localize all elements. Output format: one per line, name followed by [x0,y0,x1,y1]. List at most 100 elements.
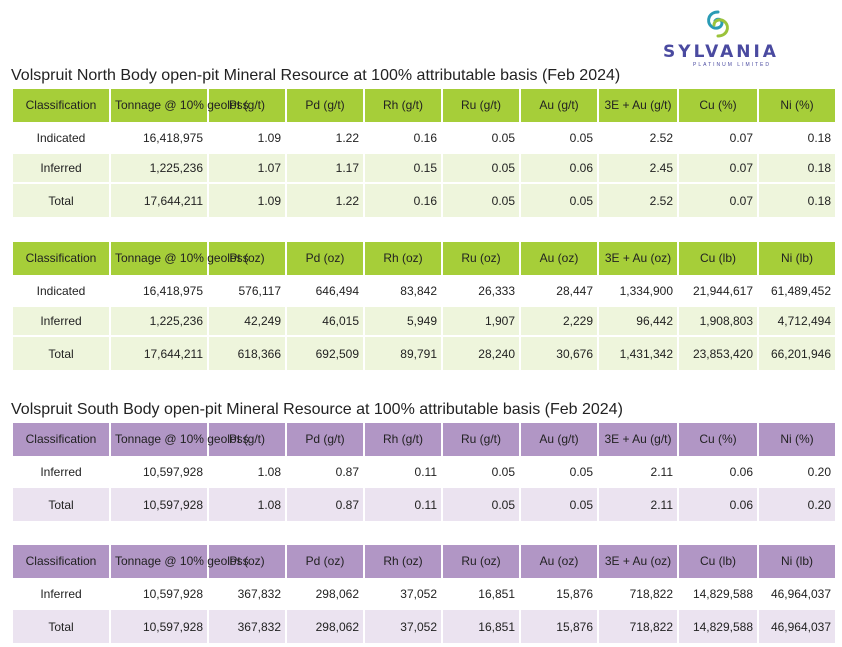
swirl-icon [707,10,729,38]
table-cell: 576,117 [209,277,285,305]
table-cell: 0.05 [443,154,519,182]
table-cell: 0.20 [759,458,835,486]
table-cell: 1,225,236 [111,154,207,182]
table-header: Classification Tonnage @ 10% geoloss Pt … [13,242,835,275]
table-cell: 718,822 [599,580,677,608]
north-section-title: Volspruit North Body open-pit Mineral Re… [11,67,621,84]
table-cell: 10,597,928 [111,610,207,643]
table-cell: 692,509 [287,337,363,370]
header-cell: Au (oz) [521,242,597,275]
table-cell: 0.05 [521,184,597,217]
table-cell: 37,052 [365,580,441,608]
table-cell: Inferred [13,307,109,335]
table-cell: 0.05 [443,458,519,486]
table-cell: 1.07 [209,154,285,182]
table-cell: 0.18 [759,124,835,152]
header-cell: Pd (oz) [287,242,363,275]
table-row: Inferred 10,597,928 367,832 298,062 37,0… [13,580,835,608]
north-content-table: Classification Tonnage @ 10% geoloss Pt … [11,240,837,372]
total-row: Total 17,644,211 1.09 1.22 0.16 0.05 0.0… [13,184,835,217]
table-cell: 28,240 [443,337,519,370]
table-row: Indicated 16,418,975 1.09 1.22 0.16 0.05… [13,124,835,152]
table-cell: 0.18 [759,184,835,217]
table-cell: 16,418,975 [111,277,207,305]
header-cell: Au (g/t) [521,423,597,456]
table-cell: 37,052 [365,610,441,643]
table-cell: 30,676 [521,337,597,370]
header-cell: Cu (%) [679,423,757,456]
table-cell: 96,442 [599,307,677,335]
table-cell: 1.22 [287,184,363,217]
table-cell: 0.05 [443,488,519,521]
header-cell: Rh (oz) [365,545,441,578]
table-cell: 1.09 [209,184,285,217]
table-cell: 5,949 [365,307,441,335]
table-cell: 46,015 [287,307,363,335]
table-cell: 1.09 [209,124,285,152]
table-cell: 16,851 [443,580,519,608]
table-cell: 367,832 [209,610,285,643]
table-cell: 618,366 [209,337,285,370]
table-cell: 0.07 [679,184,757,217]
table-cell: 42,249 [209,307,285,335]
table-cell: 10,597,928 [111,458,207,486]
header-cell: Ru (oz) [443,545,519,578]
table-cell: 2.45 [599,154,677,182]
table-cell: 298,062 [287,610,363,643]
table-cell: 83,842 [365,277,441,305]
table-cell: 66,201,946 [759,337,835,370]
table-cell: 1,334,900 [599,277,677,305]
header-cell: Au (oz) [521,545,597,578]
table-cell: 16,418,975 [111,124,207,152]
south-section-title: Volspruit South Body open-pit Mineral Re… [11,401,623,418]
header-cell: Classification [13,242,109,275]
table-cell: 2.52 [599,184,677,217]
table-header: Classification Tonnage @ 10% geoloss Pt … [13,423,835,456]
header-cell: Ru (g/t) [443,423,519,456]
table-cell: 1.08 [209,488,285,521]
table-cell: 718,822 [599,610,677,643]
header-cell: Rh (g/t) [365,89,441,122]
table-cell: 0.05 [443,124,519,152]
total-row: Total 10,597,928 1.08 0.87 0.11 0.05 0.0… [13,488,835,521]
table-cell: 646,494 [287,277,363,305]
table-cell: 14,829,588 [679,580,757,608]
header-cell: Ni (lb) [759,242,835,275]
sylvania-logo: SYLVANIA PLATINUM LIMITED [660,8,782,68]
table-header: Classification Tonnage @ 10% geoloss Pt … [13,89,835,122]
table-cell: 1,225,236 [111,307,207,335]
table-cell: 1.22 [287,124,363,152]
table-cell: 0.06 [521,154,597,182]
table-cell: Total [13,610,109,643]
table-cell: 23,853,420 [679,337,757,370]
table-cell: 367,832 [209,580,285,608]
header-cell: Tonnage @ 10% geoloss [111,242,249,275]
table-cell: 0.20 [759,488,835,521]
table-cell: 4,712,494 [759,307,835,335]
header-cell: Tonnage @ 10% geoloss [111,545,249,578]
table-row: Inferred 1,225,236 1.07 1.17 0.15 0.05 0… [13,154,835,182]
table-cell: 0.11 [365,488,441,521]
header-cell: Cu (%) [679,89,757,122]
table-cell: 17,644,211 [111,337,207,370]
table-cell: 28,447 [521,277,597,305]
header-cell: Rh (g/t) [365,423,441,456]
table-cell: 14,829,588 [679,610,757,643]
table-cell: Indicated [13,124,109,152]
header-cell: 3E + Au (g/t) [599,89,677,122]
table-cell: 0.16 [365,124,441,152]
brand-tagline: PLATINUM LIMITED [692,62,772,68]
table-cell: 0.05 [521,488,597,521]
table-cell: 15,876 [521,610,597,643]
header-cell: Classification [13,89,109,122]
table-cell: 0.15 [365,154,441,182]
total-row: Total 17,644,211 618,366 692,509 89,791 … [13,337,835,370]
brand-name: SYLVANIA [663,42,779,62]
header-cell: Pt (oz) [209,545,285,578]
table-cell: 89,791 [365,337,441,370]
table-cell: 0.06 [679,458,757,486]
table-cell: 0.87 [287,488,363,521]
header-cell: Pd (g/t) [287,89,363,122]
table-cell: 0.05 [521,458,597,486]
table-cell: 1,431,342 [599,337,677,370]
